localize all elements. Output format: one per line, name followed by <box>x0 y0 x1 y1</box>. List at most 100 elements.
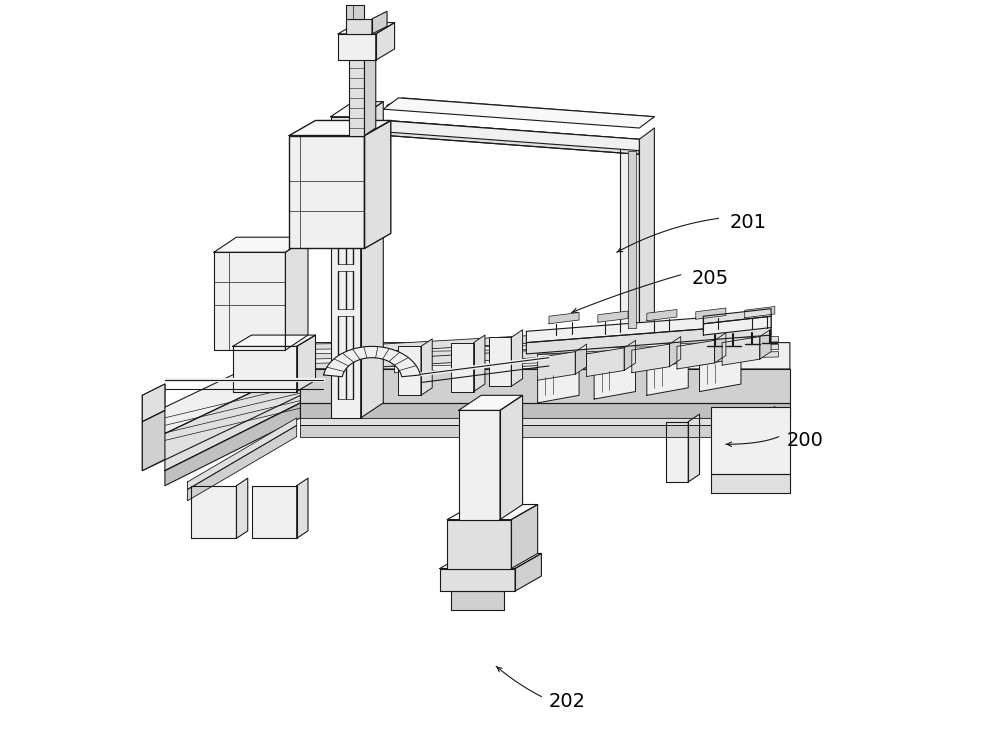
Polygon shape <box>711 474 790 493</box>
Polygon shape <box>387 98 654 124</box>
Polygon shape <box>387 120 639 154</box>
Polygon shape <box>500 395 523 520</box>
Polygon shape <box>440 553 541 569</box>
Polygon shape <box>628 151 636 328</box>
Polygon shape <box>459 395 523 410</box>
Polygon shape <box>346 5 364 19</box>
Polygon shape <box>677 340 715 369</box>
Polygon shape <box>338 34 376 60</box>
Polygon shape <box>349 53 364 136</box>
Polygon shape <box>703 316 771 335</box>
Polygon shape <box>703 309 771 324</box>
Polygon shape <box>364 45 376 136</box>
Polygon shape <box>300 352 779 369</box>
Polygon shape <box>440 569 515 591</box>
Polygon shape <box>538 369 579 403</box>
Polygon shape <box>741 414 764 474</box>
Polygon shape <box>142 410 165 471</box>
Polygon shape <box>165 403 300 486</box>
Polygon shape <box>489 337 511 386</box>
Polygon shape <box>459 410 500 520</box>
Polygon shape <box>324 346 420 376</box>
Polygon shape <box>474 335 485 392</box>
Polygon shape <box>395 350 620 373</box>
Polygon shape <box>632 344 669 373</box>
Polygon shape <box>165 343 790 437</box>
Polygon shape <box>142 369 300 471</box>
Polygon shape <box>303 344 779 359</box>
Polygon shape <box>214 252 285 350</box>
Polygon shape <box>587 348 624 376</box>
Polygon shape <box>142 384 165 418</box>
Polygon shape <box>300 425 782 437</box>
Polygon shape <box>387 120 639 154</box>
Polygon shape <box>451 343 474 392</box>
Polygon shape <box>214 237 308 252</box>
Polygon shape <box>515 553 541 591</box>
Polygon shape <box>289 120 391 136</box>
Polygon shape <box>669 337 681 367</box>
Polygon shape <box>331 117 361 418</box>
Polygon shape <box>372 11 387 34</box>
Text: 205: 205 <box>692 269 729 288</box>
Polygon shape <box>383 120 639 151</box>
Polygon shape <box>666 422 688 482</box>
Polygon shape <box>191 486 236 538</box>
Polygon shape <box>594 365 636 399</box>
Polygon shape <box>376 23 395 60</box>
Polygon shape <box>745 306 775 318</box>
Polygon shape <box>598 311 628 322</box>
Polygon shape <box>700 358 741 392</box>
Polygon shape <box>575 344 587 374</box>
Polygon shape <box>297 478 308 538</box>
Polygon shape <box>511 505 538 569</box>
Polygon shape <box>624 340 636 370</box>
Polygon shape <box>236 478 248 538</box>
Polygon shape <box>338 23 395 34</box>
Polygon shape <box>331 102 383 117</box>
Polygon shape <box>511 330 523 386</box>
Polygon shape <box>188 418 297 489</box>
Polygon shape <box>620 139 639 335</box>
Polygon shape <box>300 403 790 418</box>
Polygon shape <box>297 335 316 392</box>
Polygon shape <box>252 486 297 538</box>
Text: 202: 202 <box>549 692 586 712</box>
Text: 201: 201 <box>730 212 767 232</box>
Polygon shape <box>233 346 297 392</box>
Text: 200: 200 <box>786 431 823 450</box>
Polygon shape <box>526 324 771 354</box>
Polygon shape <box>447 520 511 569</box>
Polygon shape <box>421 339 432 395</box>
Polygon shape <box>711 407 790 474</box>
Polygon shape <box>696 308 726 319</box>
Polygon shape <box>451 591 504 610</box>
Polygon shape <box>538 352 575 380</box>
Polygon shape <box>342 335 538 354</box>
Polygon shape <box>688 414 700 482</box>
Polygon shape <box>364 120 391 248</box>
Polygon shape <box>346 19 372 34</box>
Polygon shape <box>233 335 316 346</box>
Polygon shape <box>549 312 579 324</box>
Polygon shape <box>760 329 771 359</box>
Polygon shape <box>300 369 790 403</box>
Polygon shape <box>526 312 771 343</box>
Polygon shape <box>764 407 775 474</box>
Polygon shape <box>342 350 538 369</box>
Polygon shape <box>639 128 654 335</box>
Polygon shape <box>142 384 165 422</box>
Polygon shape <box>165 369 300 471</box>
Polygon shape <box>398 346 421 395</box>
Polygon shape <box>142 343 300 444</box>
Polygon shape <box>305 337 779 349</box>
Polygon shape <box>383 98 654 128</box>
Polygon shape <box>300 418 782 425</box>
Polygon shape <box>361 102 383 418</box>
Polygon shape <box>289 136 364 248</box>
Polygon shape <box>647 309 677 321</box>
Polygon shape <box>647 361 688 395</box>
Polygon shape <box>188 425 297 501</box>
Polygon shape <box>285 237 308 350</box>
Polygon shape <box>715 333 726 363</box>
